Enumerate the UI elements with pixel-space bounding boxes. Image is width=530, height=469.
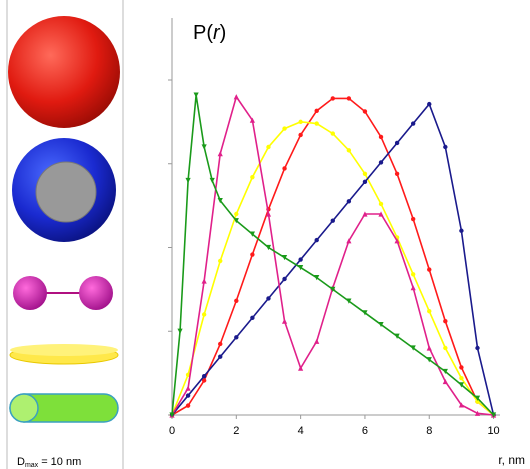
cylinder-end: [10, 394, 38, 422]
marker: [185, 386, 190, 391]
marker: [234, 94, 239, 99]
marker: [234, 212, 238, 216]
marker: [210, 178, 215, 183]
marker: [202, 278, 207, 283]
marker: [218, 355, 222, 359]
marker: [266, 296, 270, 300]
marker: [427, 267, 431, 271]
marker: [427, 309, 431, 313]
marker: [298, 257, 302, 261]
marker: [475, 346, 479, 350]
marker: [363, 109, 367, 113]
marker: [347, 199, 351, 203]
x-tick-label: 10: [487, 425, 499, 437]
marker: [379, 135, 383, 139]
marker: [459, 229, 463, 233]
figure: Dmax= 10 nm P(r) r, nm 0 2 4 6 8 10: [0, 0, 530, 469]
marker: [427, 102, 431, 106]
x-tick-label: 2: [233, 425, 239, 437]
marker: [314, 339, 319, 344]
marker: [459, 365, 463, 369]
marker: [331, 131, 335, 135]
marker: [202, 374, 206, 378]
dumbbell-ball: [13, 276, 47, 310]
marker: [347, 96, 351, 100]
marker: [298, 133, 302, 137]
x-axis-label: r, nm: [498, 453, 525, 467]
marker: [331, 219, 335, 223]
series-line: [172, 95, 494, 415]
marker: [331, 96, 335, 100]
marker: [379, 160, 383, 164]
sphere-icon: [8, 16, 120, 128]
marker: [282, 166, 286, 170]
marker: [218, 151, 223, 156]
marker: [363, 180, 367, 184]
marker: [379, 202, 383, 206]
marker: [234, 299, 238, 303]
disc-top: [10, 344, 118, 356]
marker: [411, 121, 415, 125]
marker: [266, 145, 270, 149]
marker: [459, 376, 463, 380]
shape-panel: Dmax= 10 nm: [7, 0, 123, 469]
marker: [218, 342, 222, 346]
plot-area: 0 2 4 6 8 10: [168, 18, 500, 437]
marker: [282, 319, 287, 324]
x-tick-label: 4: [298, 425, 304, 437]
marker: [363, 172, 367, 176]
marker: [218, 259, 222, 263]
marker: [185, 178, 190, 183]
marker: [194, 92, 199, 97]
marker: [177, 329, 182, 334]
x-tick-label: 0: [169, 425, 175, 437]
marker: [411, 285, 416, 290]
x-tick-label: 6: [362, 425, 368, 437]
marker: [443, 145, 447, 149]
marker: [250, 175, 254, 179]
marker: [443, 346, 447, 350]
marker: [395, 172, 399, 176]
core-icon: [36, 162, 96, 222]
marker: [202, 144, 207, 149]
marker: [186, 393, 190, 397]
marker: [347, 148, 351, 152]
marker: [315, 109, 319, 113]
marker: [202, 312, 206, 316]
y-axis-label: P(r): [193, 22, 226, 44]
marker: [282, 277, 286, 281]
marker: [250, 316, 254, 320]
x-tick-label: 8: [426, 425, 432, 437]
marker: [234, 335, 238, 339]
marker: [427, 345, 432, 350]
marker: [250, 252, 254, 256]
series-line: [172, 97, 494, 415]
marker: [298, 120, 302, 124]
marker: [395, 141, 399, 145]
dumbbell-ball: [79, 276, 113, 310]
marker: [443, 319, 447, 323]
marker: [443, 379, 448, 384]
marker: [411, 217, 415, 221]
marker: [282, 126, 286, 130]
marker: [315, 238, 319, 242]
marker: [411, 272, 415, 276]
marker: [315, 121, 319, 125]
marker: [186, 403, 190, 407]
